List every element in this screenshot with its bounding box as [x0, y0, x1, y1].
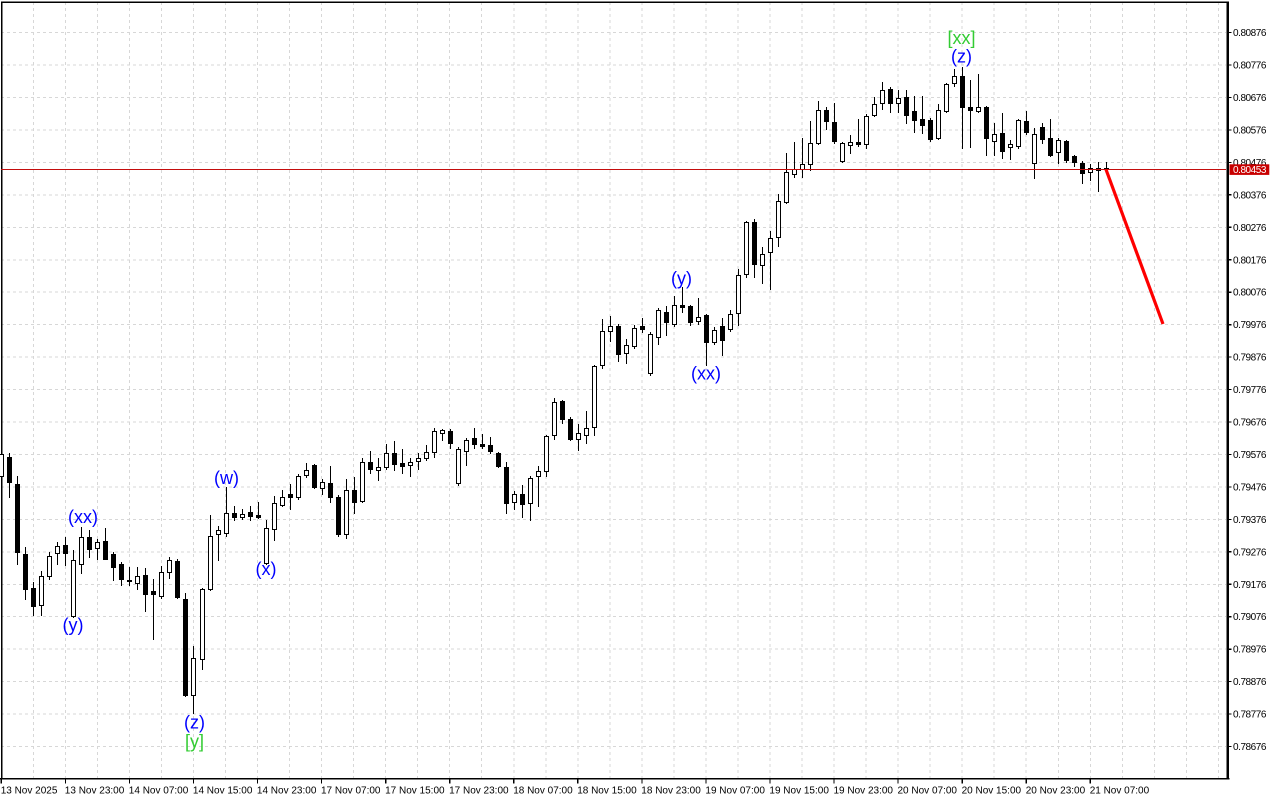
svg-text:(z): (z) [184, 713, 205, 733]
svg-text:0.78776: 0.78776 [1233, 710, 1267, 721]
svg-text:0.80476: 0.80476 [1233, 158, 1267, 169]
svg-text:20 Nov 23:00: 20 Nov 23:00 [1026, 785, 1086, 796]
svg-text:0.79576: 0.79576 [1233, 450, 1267, 461]
svg-text:18 Nov 23:00: 18 Nov 23:00 [641, 785, 701, 796]
svg-text:18 Nov 15:00: 18 Nov 15:00 [577, 785, 637, 796]
svg-text:(xx): (xx) [691, 364, 721, 384]
svg-text:19 Nov 15:00: 19 Nov 15:00 [769, 785, 829, 796]
svg-text:13 Nov 2025: 13 Nov 2025 [1, 785, 58, 796]
svg-text:17 Nov 15:00: 17 Nov 15:00 [385, 785, 445, 796]
svg-text:20 Nov 15:00: 20 Nov 15:00 [962, 785, 1022, 796]
svg-text:0.79276: 0.79276 [1233, 547, 1267, 558]
svg-text:(x): (x) [256, 559, 277, 579]
svg-text:0.79376: 0.79376 [1233, 515, 1267, 526]
svg-text:0.80376: 0.80376 [1233, 190, 1267, 201]
svg-text:14 Nov 07:00: 14 Nov 07:00 [129, 785, 189, 796]
svg-text:14 Nov 23:00: 14 Nov 23:00 [257, 785, 317, 796]
svg-text:0.80576: 0.80576 [1233, 126, 1267, 137]
svg-text:0.80276: 0.80276 [1233, 223, 1267, 234]
svg-text:0.80776: 0.80776 [1233, 61, 1267, 72]
svg-text:(y): (y) [63, 615, 84, 635]
svg-text:(xx): (xx) [68, 507, 98, 527]
svg-text:0.78876: 0.78876 [1233, 677, 1267, 688]
svg-text:0.80076: 0.80076 [1233, 288, 1267, 299]
svg-text:0.80453: 0.80453 [1233, 165, 1267, 176]
svg-text:0.79476: 0.79476 [1233, 482, 1267, 493]
svg-text:0.79676: 0.79676 [1233, 418, 1267, 429]
svg-text:19 Nov 07:00: 19 Nov 07:00 [705, 785, 765, 796]
svg-text:0.80876: 0.80876 [1233, 28, 1267, 39]
svg-text:0.79876: 0.79876 [1233, 353, 1267, 364]
svg-text:0.79976: 0.79976 [1233, 320, 1267, 331]
svg-text:17 Nov 23:00: 17 Nov 23:00 [449, 785, 509, 796]
svg-text:20 Nov 07:00: 20 Nov 07:00 [898, 785, 958, 796]
svg-text:0.79176: 0.79176 [1233, 580, 1267, 591]
svg-text:13 Nov 23:00: 13 Nov 23:00 [65, 785, 125, 796]
svg-text:[xx]: [xx] [947, 28, 975, 48]
svg-text:0.80176: 0.80176 [1233, 255, 1267, 266]
svg-text:18 Nov 07:00: 18 Nov 07:00 [513, 785, 573, 796]
svg-text:19 Nov 23:00: 19 Nov 23:00 [834, 785, 894, 796]
svg-text:(z): (z) [951, 47, 972, 67]
svg-text:0.78976: 0.78976 [1233, 645, 1267, 656]
svg-text:[y]: [y] [185, 732, 204, 752]
svg-text:14 Nov 15:00: 14 Nov 15:00 [193, 785, 253, 796]
svg-text:0.80676: 0.80676 [1233, 93, 1267, 104]
svg-text:21 Nov 07:00: 21 Nov 07:00 [1090, 785, 1150, 796]
svg-text:(y): (y) [671, 269, 692, 289]
svg-text:0.78676: 0.78676 [1233, 742, 1267, 753]
svg-text:0.79776: 0.79776 [1233, 385, 1267, 396]
svg-text:(w): (w) [214, 468, 239, 488]
svg-text:0.79076: 0.79076 [1233, 612, 1267, 623]
svg-text:17 Nov 07:00: 17 Nov 07:00 [321, 785, 381, 796]
